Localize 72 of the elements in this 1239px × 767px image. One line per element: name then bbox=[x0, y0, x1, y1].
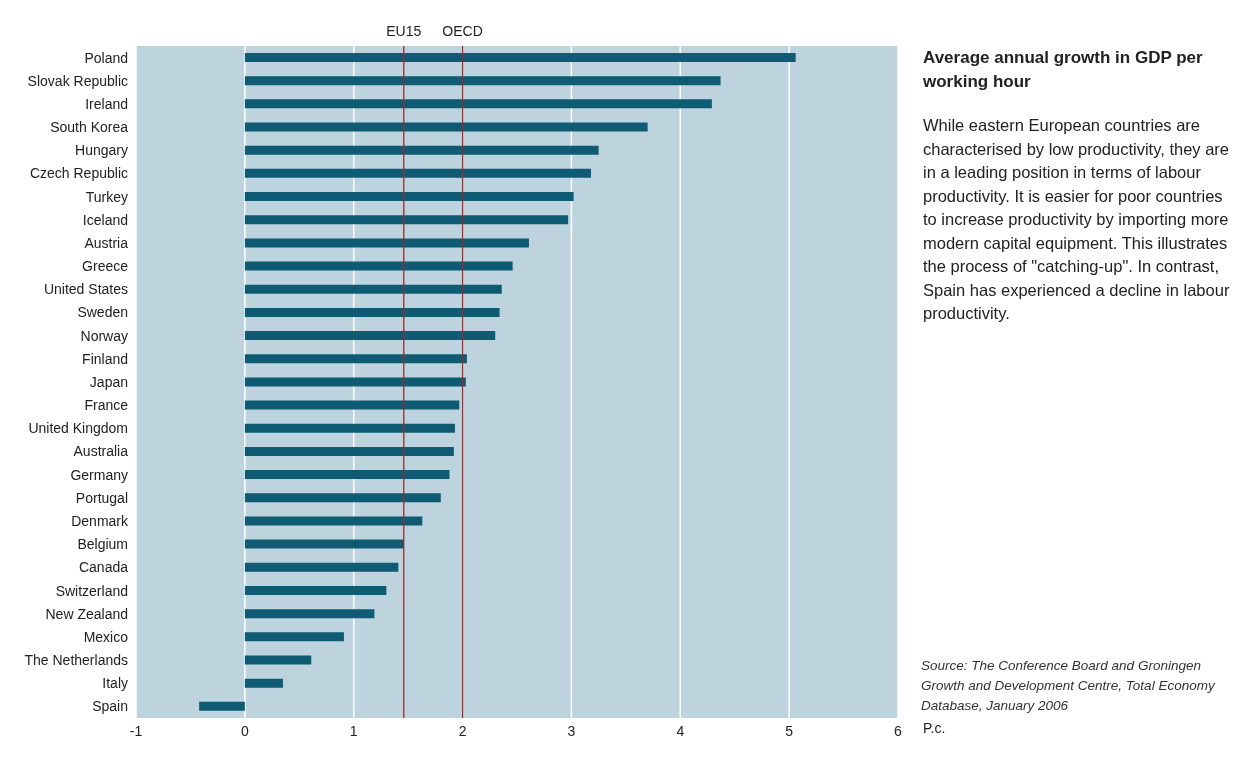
bar bbox=[244, 470, 450, 480]
bar bbox=[244, 632, 344, 642]
bar bbox=[244, 678, 283, 688]
y-tick-label: Poland bbox=[84, 49, 128, 66]
ref-line-label: OECD bbox=[442, 23, 483, 39]
bar bbox=[244, 446, 454, 456]
bar bbox=[244, 377, 466, 387]
y-tick-label: Norway bbox=[80, 327, 128, 344]
source-note: Source: The Conference Board and Groningen Growth and Development Centre, Total Economy Database, January 2006 bbox=[921, 657, 1216, 715]
x-tick-label: 5 bbox=[785, 722, 794, 739]
y-tick-label: Germany bbox=[70, 466, 128, 483]
text: While eastern European countries are characterised by low productivity, they are in a leading position in terms of labour productivity. It is easier for poor countries to increase productivity by importing more modern capital equipment. This illustrates the process of "catching-up". In contrast, Spain has experienced a decline in labour productivity. bbox=[923, 116, 1230, 322]
y-tick-label: Denmark bbox=[71, 513, 129, 529]
bar bbox=[244, 76, 721, 86]
bar bbox=[244, 331, 496, 341]
y-tick-label: Portugal bbox=[75, 489, 128, 506]
y-tick-label: Sweden bbox=[77, 304, 128, 321]
bar bbox=[244, 655, 312, 665]
y-tick-label: Slovak Republic bbox=[27, 72, 128, 89]
y-tick-label: Canada bbox=[78, 559, 129, 576]
bar bbox=[244, 99, 712, 109]
bar bbox=[244, 215, 569, 225]
y-tick-label: Finland bbox=[82, 350, 128, 367]
bar bbox=[244, 354, 467, 364]
bar bbox=[244, 261, 513, 271]
bar bbox=[244, 585, 387, 595]
x-tick-label: 4 bbox=[676, 722, 685, 739]
y-tick-label: United Kingdom bbox=[28, 420, 128, 437]
bar bbox=[244, 539, 404, 549]
y-tick-label: Japan bbox=[89, 373, 128, 390]
bar bbox=[244, 284, 502, 294]
bar bbox=[244, 562, 399, 572]
bar bbox=[244, 168, 592, 178]
bar bbox=[244, 53, 796, 62]
y-tick-label: Hungary bbox=[75, 142, 128, 159]
bar bbox=[244, 122, 648, 132]
text: Average annual growth in GDP per working hour bbox=[923, 47, 1204, 93]
x-tick-label: 2 bbox=[458, 722, 467, 739]
bar bbox=[244, 400, 460, 410]
bar bbox=[244, 307, 500, 317]
bar bbox=[244, 423, 455, 433]
y-tick-label: United States bbox=[43, 281, 128, 298]
y-tick-label: Iceland bbox=[82, 211, 128, 228]
bar bbox=[199, 701, 245, 711]
bar bbox=[244, 609, 375, 619]
bar bbox=[244, 493, 441, 503]
y-tick-label: Ireland bbox=[85, 95, 128, 112]
x-tick-label: 3 bbox=[567, 722, 576, 739]
y-tick-label: Italy bbox=[102, 675, 128, 692]
y-tick-label: Greece bbox=[82, 258, 129, 275]
bar bbox=[244, 516, 423, 526]
y-tick-label: France bbox=[84, 397, 129, 414]
y-tick-label: Turkey bbox=[85, 188, 128, 205]
bar bbox=[244, 192, 574, 202]
y-tick-label: Belgium bbox=[77, 536, 128, 553]
y-tick-label: Switzerland bbox=[55, 582, 128, 599]
y-tick-label: Mexico bbox=[83, 628, 129, 645]
x-tick-label: -1 bbox=[129, 722, 143, 739]
y-tick-label: South Korea bbox=[50, 119, 129, 136]
y-tick-label: Australia bbox=[73, 443, 129, 460]
bar bbox=[244, 238, 529, 248]
y-tick-label: The Netherlands bbox=[24, 652, 128, 669]
ref-line-label: EU15 bbox=[386, 23, 422, 39]
y-tick-label: New Zealand bbox=[45, 605, 128, 622]
x-axis-title: P.c. bbox=[923, 720, 946, 736]
x-tick-label: 0 bbox=[240, 722, 249, 739]
y-tick-label: Austria bbox=[84, 234, 129, 251]
y-tick-label: Spain bbox=[92, 698, 128, 715]
y-tick-label: Czech Republic bbox=[29, 165, 128, 182]
x-tick-label: 1 bbox=[349, 722, 358, 739]
x-tick-label: 6 bbox=[894, 722, 903, 739]
bar bbox=[244, 145, 599, 155]
